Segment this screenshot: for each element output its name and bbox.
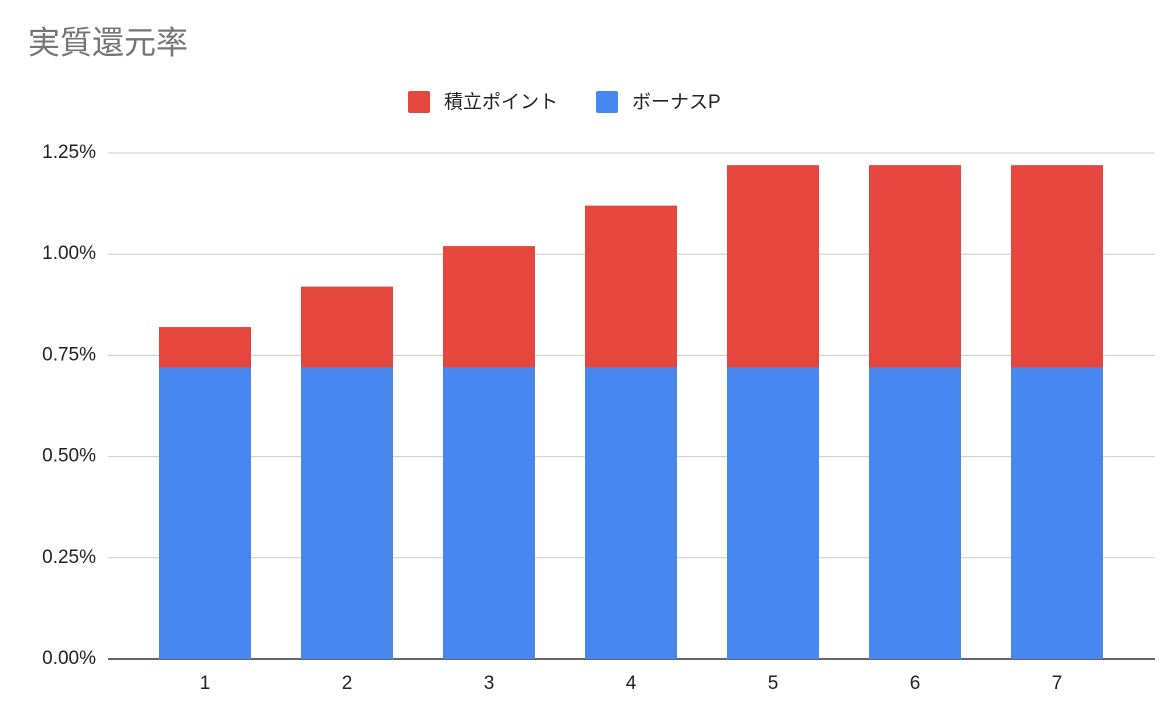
bar-segment [159,367,251,659]
chart-title: 実質還元率 [28,24,188,60]
y-tick-label: 0.50% [42,446,96,467]
bar-segment [443,246,535,368]
legend-swatch [408,91,430,113]
bar-segment [1011,165,1103,368]
bar-segment [301,286,393,368]
bar-segment [301,367,393,659]
x-tick-label: 6 [910,673,921,694]
legend-label: ボーナスP [632,91,721,113]
y-tick-label: 0.25% [42,547,96,568]
bar-segment [443,367,535,659]
x-tick-label: 7 [1052,673,1063,694]
y-tick-label: 0.75% [42,344,96,365]
x-tick-label: 2 [342,673,353,694]
bar-segment [727,165,819,368]
bar-segment [585,367,677,659]
bar-segment [1011,367,1103,659]
y-tick-label: 1.00% [42,243,96,264]
y-tick-label: 1.25% [42,142,96,163]
legend-swatch [596,91,619,113]
bar-segment [727,367,819,659]
bar-segment [585,205,677,368]
legend-label: 積立ポイント [444,91,558,113]
x-tick-label: 5 [768,673,779,694]
y-tick-label: 0.00% [42,648,96,669]
x-tick-label: 3 [484,673,495,694]
bar-segment [159,327,251,368]
x-tick-label: 4 [626,673,637,694]
x-tick-label: 1 [200,673,211,694]
bar-segment [869,367,961,659]
bar-segment [869,165,961,368]
